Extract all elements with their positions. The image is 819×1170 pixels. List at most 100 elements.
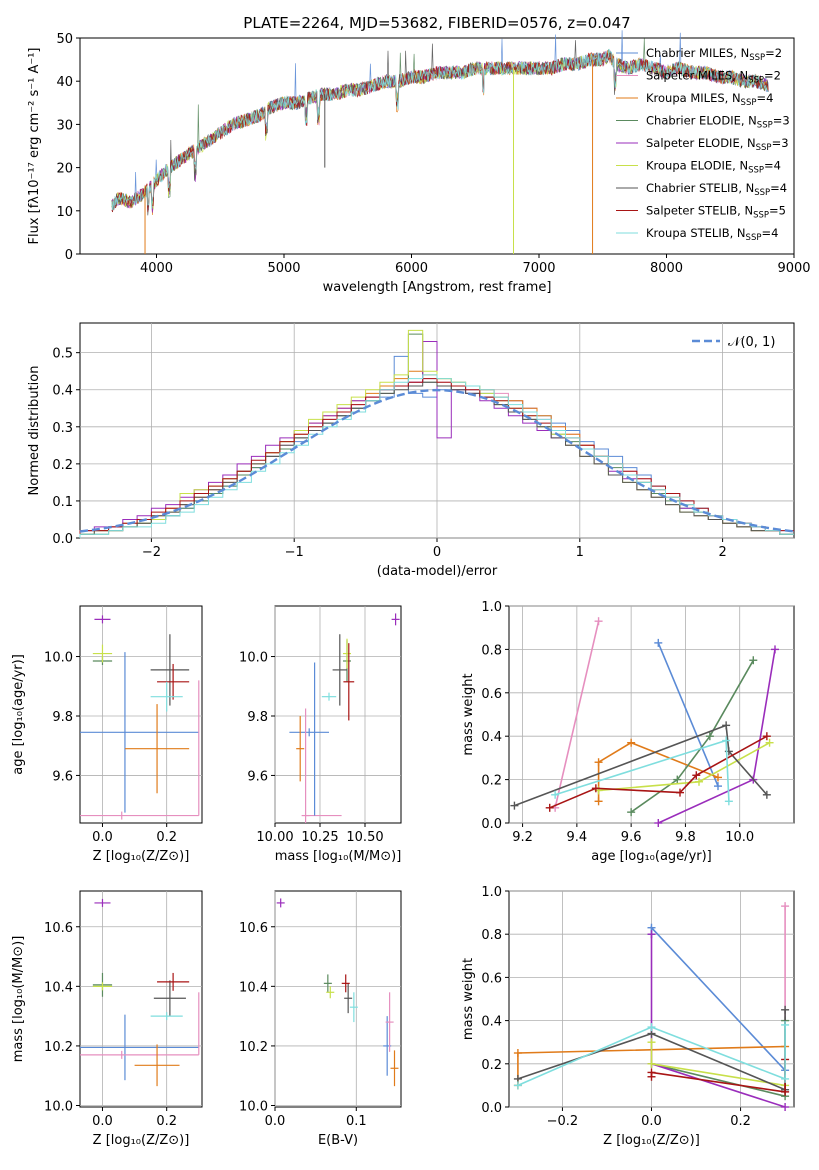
y-tick-label: 50 <box>56 32 73 47</box>
y-tick-label: 0.0 <box>481 817 502 832</box>
age-vs-mass-axes: 10.00 10.25 10.50 9.6 9.8 10.0 mass [log₁₀(M/M… <box>239 605 402 864</box>
y-tick-label: 10.2 <box>239 1040 268 1055</box>
x-tick-label: 5000 <box>267 261 300 276</box>
y-tick-label: 9.8 <box>52 710 73 725</box>
age-vs-Z-points <box>80 615 200 820</box>
legend-entry-1: Chabrier MILES, NSSP=2 <box>646 46 782 63</box>
weight-marker <box>724 797 733 806</box>
weight-marker <box>771 645 779 654</box>
weight-marker <box>722 721 731 730</box>
x-tick-label: 9.2 <box>512 830 533 845</box>
data-point-5 <box>391 613 400 626</box>
spectrum-line-9 <box>111 48 769 211</box>
x-tick-label: 4000 <box>140 261 173 276</box>
data-point-9 <box>349 992 358 1023</box>
x-tick-label: 9.6 <box>621 830 642 845</box>
y-tick-label: 9.6 <box>247 769 268 784</box>
weight-marker <box>551 790 560 799</box>
weight-marker <box>781 1074 790 1083</box>
weight-marker <box>722 736 731 745</box>
mass-vs-Z-points <box>80 898 200 1087</box>
mass-vs-Z-clipped <box>80 898 200 1087</box>
weight-line-1 <box>657 642 719 787</box>
y-tick-label: 30 <box>56 118 73 133</box>
x-tick-label: 0 <box>433 545 441 560</box>
weight-marker <box>591 784 600 793</box>
data-point-6 <box>326 986 335 999</box>
spectrum-xlabel: wavelength [Angstrom, rest frame] <box>323 280 552 295</box>
y-tick-label: 0.4 <box>481 1015 502 1030</box>
y-tick-label: 0.4 <box>481 730 502 745</box>
data-point-3 <box>124 704 190 794</box>
data-point-3 <box>390 1050 399 1087</box>
x-tick-label: 0.2 <box>156 1114 177 1129</box>
y-tick-label: 0.1 <box>52 495 73 510</box>
legend-entry-9: Kroupa STELIB, NSSP=4 <box>646 226 778 243</box>
spectrum-axes: 4000 5000 6000 7000 8000 9000 0 10 20 30 40 50 wavel… <box>27 32 811 295</box>
weight-marker <box>695 777 703 786</box>
normal-legend-label: 𝒩(0, 1) <box>728 335 775 350</box>
data-point-7 <box>344 983 353 1014</box>
data-point-5 <box>94 898 111 907</box>
age-vs-Z-frame <box>79 605 203 824</box>
legend-entry-3: Kroupa MILES, NSSP=4 <box>646 91 773 108</box>
mass-weight-vs-Z-series <box>513 902 790 1111</box>
y-tick-label: 0.0 <box>481 1101 502 1116</box>
mass-vs-Z-ylabel: mass [log₁₀(M/M⊙)] <box>11 936 26 1063</box>
weight-marker <box>705 732 714 741</box>
data-point-9 <box>150 681 183 712</box>
y-tick-label: 10.6 <box>239 921 268 936</box>
mass-weight-vs-Z-xlabel: Z [log₁₀(Z/Z⊙)] <box>603 1133 700 1148</box>
data-point-8 <box>157 663 190 700</box>
x-tick-label: 2 <box>718 545 726 560</box>
data-point-5 <box>94 615 111 624</box>
weight-marker <box>673 775 682 784</box>
spectrum-frame <box>79 37 795 255</box>
data-point-1 <box>80 1014 199 1081</box>
y-tick-label: 0.2 <box>481 1058 502 1073</box>
y-tick-label: 0.8 <box>481 643 502 658</box>
weight-line-4 <box>630 659 754 813</box>
weight-marker <box>647 1023 656 1032</box>
y-tick-label: 10.4 <box>44 980 73 995</box>
weight-marker <box>510 801 519 810</box>
x-tick-label: 9000 <box>777 261 810 276</box>
normal-curve <box>79 388 795 533</box>
weight-marker <box>513 1081 522 1090</box>
y-tick-label: 0.2 <box>52 458 73 473</box>
y-tick-label: 0.8 <box>481 928 502 943</box>
y-tick-label: 0.0 <box>52 532 73 547</box>
y-tick-label: 0.5 <box>52 347 73 362</box>
weight-marker <box>654 638 663 647</box>
x-tick-label: 0.0 <box>265 1114 286 1129</box>
data-point-8 <box>341 974 350 993</box>
age-vs-Z-clipped <box>80 615 200 820</box>
figure-title: PLATE=2264, MJD=53682, FIBERID=0576, z=0… <box>243 14 630 32</box>
weight-marker <box>714 782 722 791</box>
spectrum-series-group <box>111 30 769 254</box>
weight-marker <box>654 819 663 827</box>
legend-entry-7: Chabrier STELIB, NSSP=4 <box>646 181 787 198</box>
weight-marker <box>781 1087 790 1096</box>
weight-marker <box>781 902 790 911</box>
y-tick-label: 10.0 <box>239 651 268 666</box>
data-point-6 <box>92 644 113 663</box>
spectrum-ylabel: Flux [fλ10⁻¹⁷ erg cm⁻² s⁻¹ A⁻¹] <box>27 48 42 245</box>
weight-marker <box>692 771 701 780</box>
data-point-7 <box>150 634 190 706</box>
y-tick-label: 0.4 <box>52 384 73 399</box>
weight-marker <box>781 1103 790 1111</box>
data-point-1 <box>289 728 329 737</box>
y-tick-label: 0.6 <box>481 971 502 986</box>
age-vs-mass-points <box>289 613 400 823</box>
weight-marker <box>765 738 774 747</box>
y-tick-label: 9.6 <box>52 769 73 784</box>
y-tick-label: 10.0 <box>239 1100 268 1115</box>
weight-marker <box>647 1068 656 1077</box>
data-point-9 <box>150 1012 183 1021</box>
mass-vs-ebv-clipped <box>276 898 399 1087</box>
weight-marker <box>714 773 722 782</box>
residuals-ylabel: Normed distribution <box>27 366 42 496</box>
y-tick-label: 10.6 <box>44 921 73 936</box>
